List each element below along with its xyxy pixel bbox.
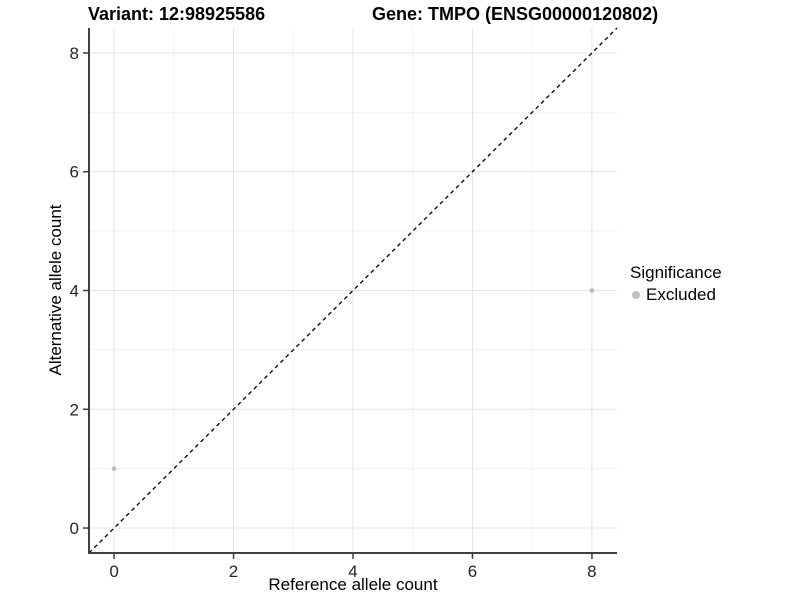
y-tick-label: 2 [70,400,79,419]
y-axis-title: Alternative allele count [46,204,65,376]
legend-key-dot-icon [632,291,640,299]
plot-title-variant: Variant: 12:98925586 [88,4,266,24]
data-point [589,288,595,293]
legend-title: Significance [630,263,722,282]
y-tick-label: 4 [70,282,79,301]
y-tick-label: 0 [70,519,79,538]
plot-title-gene: Gene: TMPO (ENSG00000120802) [372,4,659,24]
x-tick-label: 0 [109,562,118,581]
x-tick-label: 6 [468,562,477,581]
legend-items: Excluded [630,285,722,305]
x-axis-title: Reference allele count [268,575,438,594]
legend: Significance Excluded [630,262,722,305]
y-tick-label: 8 [70,44,79,63]
x-tick-label: 4 [348,562,357,581]
x-tick-label: 8 [587,562,596,581]
y-tick-label: 6 [70,163,79,182]
x-tick-label: 2 [229,562,238,581]
legend-item-label: Excluded [646,285,716,304]
legend-item: Excluded [632,285,722,305]
data-point [111,466,117,472]
